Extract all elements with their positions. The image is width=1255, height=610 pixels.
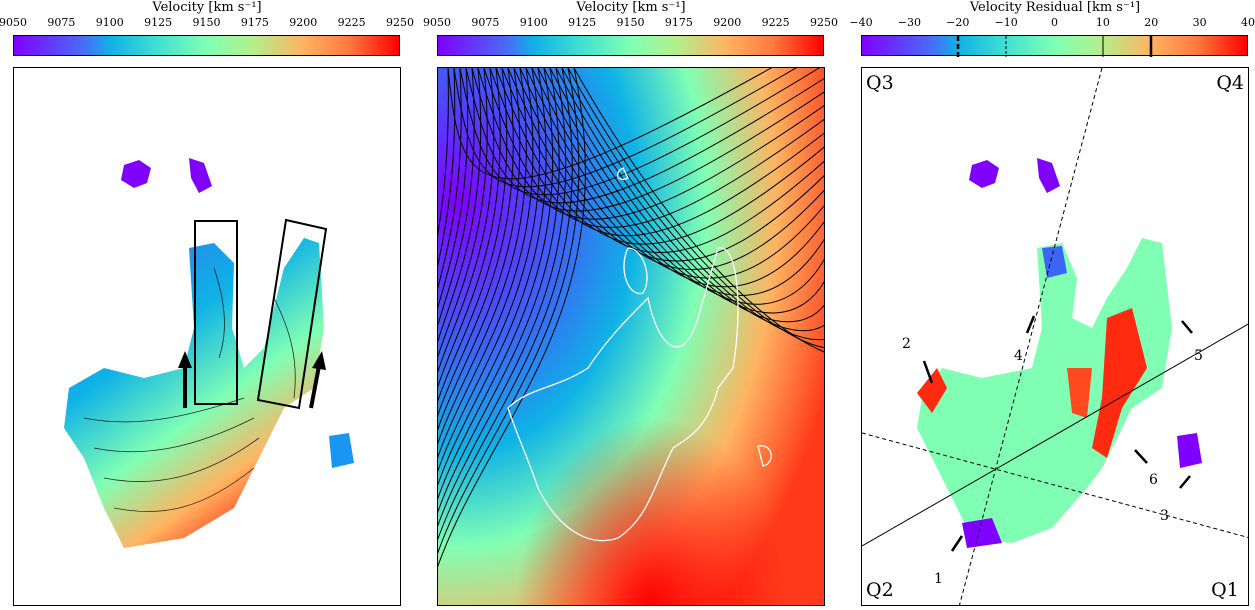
emission-blob [917, 238, 1172, 543]
iso-velocity-contour [438, 68, 824, 568]
arrow-label-3: 3 [1160, 508, 1169, 524]
colorbar-tick-label: 9225 [761, 16, 790, 29]
colorbar-tick-label: 9225 [337, 16, 366, 29]
emission-blob [1037, 158, 1060, 193]
iso-velocity-contour [438, 68, 824, 431]
iso-velocity-contour [438, 68, 824, 514]
iso-velocity-contour [438, 68, 824, 459]
colorbar-tick-label: 30 [1192, 16, 1207, 29]
colorbar-tick-label: 10 [1095, 16, 1110, 29]
iso-velocity-contour [438, 68, 824, 309]
iso-velocity-contour [438, 68, 824, 358]
slit-box [256, 218, 328, 410]
colorbar-tick-label: 40 [1241, 16, 1255, 29]
arrow-label-6: 6 [1149, 472, 1158, 488]
colorbar-tick-label: 9200 [289, 16, 318, 29]
emission-blob [329, 433, 354, 468]
colorbar-tick-label: 9175 [664, 16, 693, 29]
colorbar-tick-label: −10 [994, 16, 1018, 29]
colorbar-tick-label: 0 [1051, 16, 1058, 29]
colorbar-title: Velocity Residual [km s⁻¹] [969, 0, 1141, 15]
major-axis-line [862, 323, 1248, 547]
quadrant-label-q4: Q4 [1216, 72, 1244, 94]
colorbar-gradient [13, 35, 400, 56]
colorbar-tick-label: −20 [946, 16, 970, 29]
arrow-label-5: 5 [1194, 348, 1203, 364]
colorbar-tick-label: 9050 [423, 16, 451, 29]
colorbar-tick-label: 20 [1144, 16, 1159, 29]
colorbar-tick-label: 9100 [95, 16, 124, 29]
emission-blob [969, 160, 999, 188]
arrow-up-icon [178, 351, 192, 408]
colorbar-tick-label: 9100 [519, 16, 548, 29]
model-velocity-panel [437, 67, 825, 606]
colorbar-gradient [861, 35, 1248, 57]
observed-velocity-panel [13, 67, 401, 606]
emission-outline [507, 247, 739, 542]
arrow-label-4: 4 [1014, 348, 1023, 364]
kinematic-axis-line [959, 68, 1103, 605]
iso-velocity-contour [438, 68, 820, 290]
colorbar-tick-label: 9125 [568, 16, 597, 29]
colorbar-tick-label: 9050 [0, 16, 27, 29]
iso-velocity-contour [438, 68, 824, 445]
quadrant-label-q3: Q3 [866, 72, 894, 94]
colorbar-tick-label: 9200 [713, 16, 742, 29]
quadrant-label-q1: Q1 [1211, 579, 1239, 601]
emission-outline [757, 445, 772, 467]
colorbar-tick-label: 9150 [616, 16, 645, 29]
colorbar-title: Velocity [km s⁻¹] [152, 0, 262, 15]
colorbar-tick-label: 9150 [192, 16, 221, 29]
colorbar-tick-label: 9250 [386, 16, 414, 29]
colorbar-tick-label: 9250 [810, 16, 838, 29]
velocity-residual-panel: 1 2 3 4 5 6 Q1 Q2 Q3 Q4 [861, 67, 1249, 606]
emission-blob [1177, 433, 1202, 468]
colorbar-tick-label: −30 [897, 16, 921, 29]
emission-blob [121, 160, 151, 188]
colorbar-tick-label: 9125 [144, 16, 173, 29]
emission-outline [623, 247, 648, 295]
arrow-label-1: 1 [934, 571, 943, 587]
arrow-up-icon [309, 351, 326, 409]
colorbar-tick-label: 9075 [47, 16, 76, 29]
colorbar-tick-label: 9175 [240, 16, 269, 29]
quadrant-label-q2: Q2 [866, 579, 894, 601]
colorbar-tick-label: −40 [849, 16, 873, 29]
colorbar-tick-label: 9075 [471, 16, 500, 29]
colorbar-gradient [437, 35, 824, 56]
slit-box [194, 220, 238, 405]
arrow-label-2: 2 [902, 336, 911, 352]
iso-velocity-contour [438, 68, 797, 267]
iso-velocity-contour [438, 68, 824, 326]
emission-blob [189, 158, 212, 193]
emission-outline [616, 167, 629, 180]
colorbar-title: Velocity [km s⁻¹] [576, 0, 686, 15]
minor-axis-line [862, 432, 1248, 538]
